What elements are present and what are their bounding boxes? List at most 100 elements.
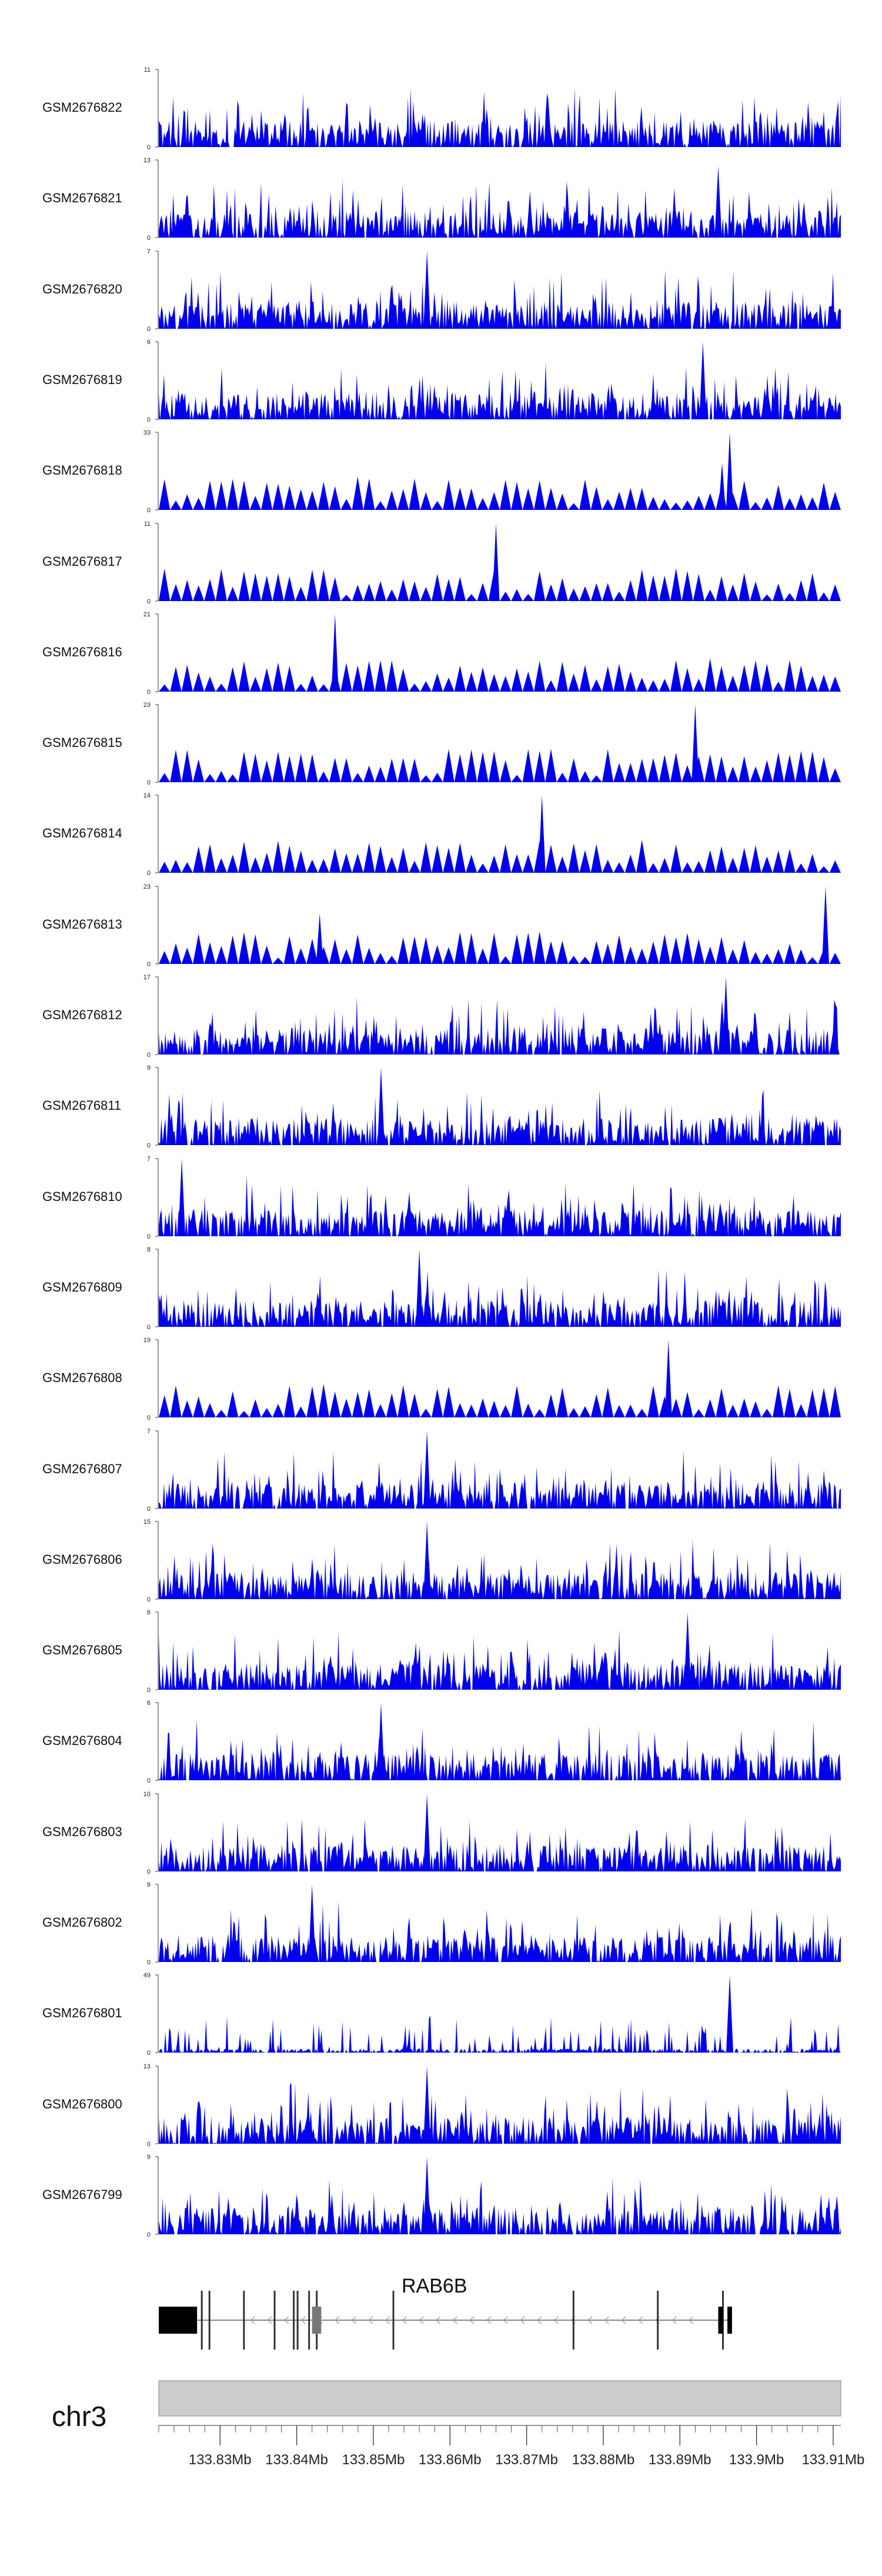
- y-tick-label-zero: 0: [147, 1414, 151, 1422]
- coverage-area: [159, 1176, 841, 1236]
- strand-arrow: [621, 2316, 626, 2324]
- track-GSM2676802: GSM2676802 9 0: [0, 1880, 882, 1968]
- track-GSM2676809: GSM2676809 8 0: [0, 1244, 882, 1333]
- coverage-area: [159, 840, 841, 873]
- track-label: GSM2676806: [42, 1551, 122, 1567]
- strand-arrow: [452, 2316, 457, 2324]
- strand-arrow: [435, 2316, 441, 2324]
- y-tick-label-max: 8: [147, 1246, 151, 1253]
- track-plot: 13 0: [143, 157, 841, 242]
- track-plot: 14 0: [143, 792, 841, 877]
- y-tick-label-max: 19: [143, 1337, 151, 1344]
- y-tick-label-zero: 0: [147, 1596, 151, 1603]
- coverage-peak: [178, 1158, 186, 1236]
- y-tick-label-zero: 0: [147, 1868, 151, 1876]
- coverage-peak: [718, 999, 726, 1055]
- track-label: GSM2676816: [42, 644, 122, 659]
- coverage-peak: [821, 886, 829, 964]
- exon-line: [243, 2291, 245, 2350]
- coverage-peak: [492, 523, 500, 601]
- coverage-area: [159, 1450, 841, 1509]
- coverage-area: [159, 1817, 841, 1871]
- track-GSM2676804: GSM2676804 6 0: [0, 1698, 882, 1786]
- y-tick-label-zero: 0: [147, 961, 151, 968]
- y-tick-label-max: 21: [143, 611, 151, 618]
- exon-block: [727, 2307, 732, 2334]
- exon-block: [159, 2307, 198, 2334]
- exon-block: [312, 2307, 322, 2334]
- track-plot: 90: [147, 1881, 841, 1966]
- x-tick-label: 133.91Mb: [802, 2452, 865, 2468]
- track-plot: 60: [147, 339, 841, 423]
- track-label: GSM2676815: [42, 735, 122, 750]
- track-plot: 49 0: [143, 1972, 841, 2057]
- y-tick-label-max: 7: [147, 1156, 151, 1163]
- y-tick-label-zero: 0: [147, 1777, 151, 1784]
- strand-arrow: [267, 2316, 272, 2324]
- y-tick-label-zero: 0: [147, 1959, 151, 1966]
- coverage-area: [159, 931, 841, 964]
- track-plot: 70: [147, 248, 841, 333]
- y-tick-label-max: 49: [143, 1972, 151, 1979]
- coverage-peak: [308, 1884, 316, 1962]
- strand-arrow: [300, 2316, 306, 2324]
- strand-arrow: [503, 2316, 508, 2324]
- strand-arrow: [334, 2316, 340, 2324]
- track-label: GSM2676809: [42, 1279, 122, 1294]
- track-GSM2676799: GSM2676799 9 0: [0, 2152, 882, 2240]
- track-label: GSM2676820: [42, 281, 122, 296]
- y-tick-label-zero: 0: [147, 779, 151, 786]
- y-tick-label-zero: 0: [147, 144, 151, 151]
- coverage-area: [159, 1720, 841, 1781]
- coverage-peak: [726, 1975, 734, 2053]
- y-tick-label-max: 14: [143, 792, 151, 799]
- coverage-peak: [718, 463, 726, 510]
- x-tick-label: 133.9Mb: [729, 2452, 784, 2468]
- x-tick-label: 133.89Mb: [649, 2452, 711, 2468]
- coverage-peak: [691, 705, 699, 783]
- y-tick-label-max: 6: [147, 1700, 151, 1707]
- track-GSM2676814: GSM2676814 14 0: [0, 790, 882, 879]
- strand-arrow: [520, 2316, 525, 2324]
- y-tick-label-max: 23: [143, 702, 151, 709]
- strand-arrow: [469, 2316, 475, 2324]
- exon-line: [657, 2291, 659, 2350]
- track-GSM2676813: GSM2676813 23 0: [0, 882, 882, 970]
- coverage-peak: [664, 1340, 672, 1418]
- strand-arrow: [419, 2316, 424, 2324]
- y-tick-label-zero: 0: [147, 416, 151, 423]
- y-tick-label-zero: 0: [147, 2141, 151, 2148]
- exon-line: [296, 2291, 299, 2350]
- exon-line: [208, 2291, 211, 2350]
- coverage-peak: [316, 913, 323, 964]
- coverage-peak: [699, 341, 707, 419]
- strand-arrow: [587, 2316, 593, 2324]
- coverage-area: [159, 1090, 841, 1146]
- track-plot: 10 0: [143, 1791, 841, 1876]
- track-GSM2676807: GSM2676807 7 0: [0, 1426, 882, 1514]
- strand-arrow: [553, 2316, 559, 2324]
- y-tick-label-zero: 0: [147, 235, 151, 242]
- track-label: GSM2676807: [42, 1461, 122, 1476]
- strand-arrow: [671, 2316, 677, 2324]
- exon-line: [201, 2291, 203, 2350]
- y-tick-label-max: 9: [147, 1065, 151, 1072]
- track-plot: 13 0: [143, 2063, 841, 2148]
- coverage-area: [159, 88, 841, 147]
- track-plot: 70: [147, 1156, 841, 1240]
- track-label: GSM2676802: [42, 1915, 122, 1930]
- x-tick-label: 133.84Mb: [265, 2452, 328, 2468]
- coverage-peak: [684, 1612, 691, 1690]
- track-label: GSM2676818: [42, 463, 122, 478]
- track-plot: 33 0: [143, 429, 841, 514]
- track-GSM2676800: GSM2676800 13 0: [0, 2061, 882, 2150]
- track-label: GSM2676800: [42, 2096, 122, 2111]
- y-tick-label-max: 10: [143, 1791, 151, 1798]
- track-label: GSM2676811: [42, 1098, 122, 1113]
- track-label: GSM2676817: [42, 553, 122, 569]
- track-label: GSM2676799: [42, 2187, 122, 2202]
- strand-arrow: [283, 2316, 289, 2324]
- track-label: GSM2676803: [42, 1824, 122, 1839]
- coverage-area: [159, 476, 841, 510]
- coverage-area: [159, 1269, 841, 1327]
